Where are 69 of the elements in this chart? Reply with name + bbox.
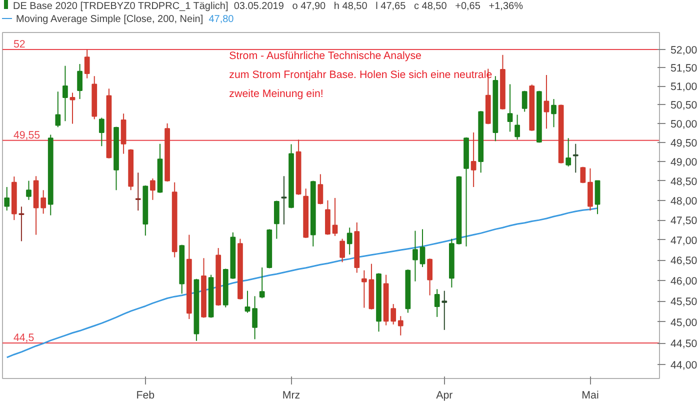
- candlestick: [412, 230, 418, 282]
- ref-line-label: 52: [13, 38, 26, 50]
- candlestick: [434, 288, 440, 318]
- y-tick-label: 51,50: [670, 62, 698, 75]
- candlestick: [55, 91, 61, 128]
- y-tick-label: 48,00: [670, 195, 698, 208]
- candlestick: [4, 186, 10, 212]
- candlestick: [420, 228, 426, 268]
- x-tick-label: Mai: [582, 390, 599, 402]
- y-tick-label: 46,00: [670, 276, 698, 288]
- candlestick: [551, 98, 556, 128]
- y-tick-label: 45,50: [670, 296, 698, 308]
- legend-label: Moving Average Simple [Close, 200, Nein]: [16, 14, 204, 25]
- x-tick-label: Apr: [436, 390, 454, 402]
- candlestick: [84, 48, 90, 79]
- candlestick: [150, 178, 156, 200]
- candlestick: [62, 65, 68, 122]
- candlestick: [594, 180, 600, 215]
- y-tick-label: 44,50: [670, 338, 698, 350]
- candlestick: [544, 74, 550, 130]
- candlestick: [98, 117, 104, 147]
- y-tick-label: 49,00: [670, 156, 698, 168]
- ref-line-label: 44,5: [13, 332, 34, 344]
- y-tick-label: 50,00: [670, 118, 698, 130]
- x-tick-label: Feb: [136, 390, 155, 402]
- candlestick: [470, 132, 476, 188]
- candlestick: [588, 168, 593, 212]
- candlestick: [442, 290, 448, 330]
- candlestick: [572, 143, 578, 174]
- candlestick: [566, 138, 572, 167]
- legend-label: DE Base 2020 [TRDEBYZ0 TRDPRC_1 Täglich]: [13, 1, 228, 12]
- candlestick: [522, 90, 528, 112]
- candlestick: [340, 238, 345, 263]
- candlestick: [244, 290, 250, 314]
- candlestick: [427, 258, 432, 296]
- line-series: [6, 207, 598, 358]
- candlestick: [26, 180, 32, 200]
- candlestick: [390, 304, 396, 325]
- y-tick-label: 50,50: [670, 100, 698, 112]
- candlestick: [77, 64, 82, 100]
- y-tick-label: 44,00: [670, 359, 698, 372]
- candlestick: [361, 270, 367, 308]
- y-tick-label: 46,50: [670, 255, 698, 268]
- candlestick: [259, 266, 265, 299]
- y-tick-label: 47,50: [670, 215, 698, 228]
- candlestick: [18, 206, 24, 242]
- text: 03.05.2019 o 47,90 h 48,50 l 47,65 c 48,50 +0,65 +1,36%: [234, 1, 523, 12]
- candlestick: [318, 174, 324, 205]
- ref-line-label: 49,55: [13, 129, 40, 142]
- candlestick: [332, 197, 338, 236]
- candlestick: [40, 190, 46, 214]
- candlestick: [274, 200, 280, 240]
- y-tick-label: 45,00: [670, 316, 698, 329]
- candlestick: [346, 227, 352, 255]
- candlestick: [120, 113, 126, 154]
- y-tick-label: 52,00: [670, 44, 698, 56]
- y-tick-label: 49,50: [670, 137, 698, 150]
- candlestick: [252, 296, 258, 340]
- candlestick: [135, 172, 141, 212]
- candlestick: [514, 114, 520, 140]
- candlestick: [398, 316, 404, 336]
- y-tick-label: 47,00: [670, 235, 698, 247]
- candlestick: [70, 92, 76, 124]
- y-tick-label: 51,00: [670, 81, 698, 94]
- candlestick: [281, 176, 287, 225]
- x-tick-label: Mrz: [282, 390, 300, 402]
- text: 47,80: [208, 14, 234, 25]
- candlestick: [507, 84, 513, 132]
- y-tick-label: 48,50: [670, 176, 698, 188]
